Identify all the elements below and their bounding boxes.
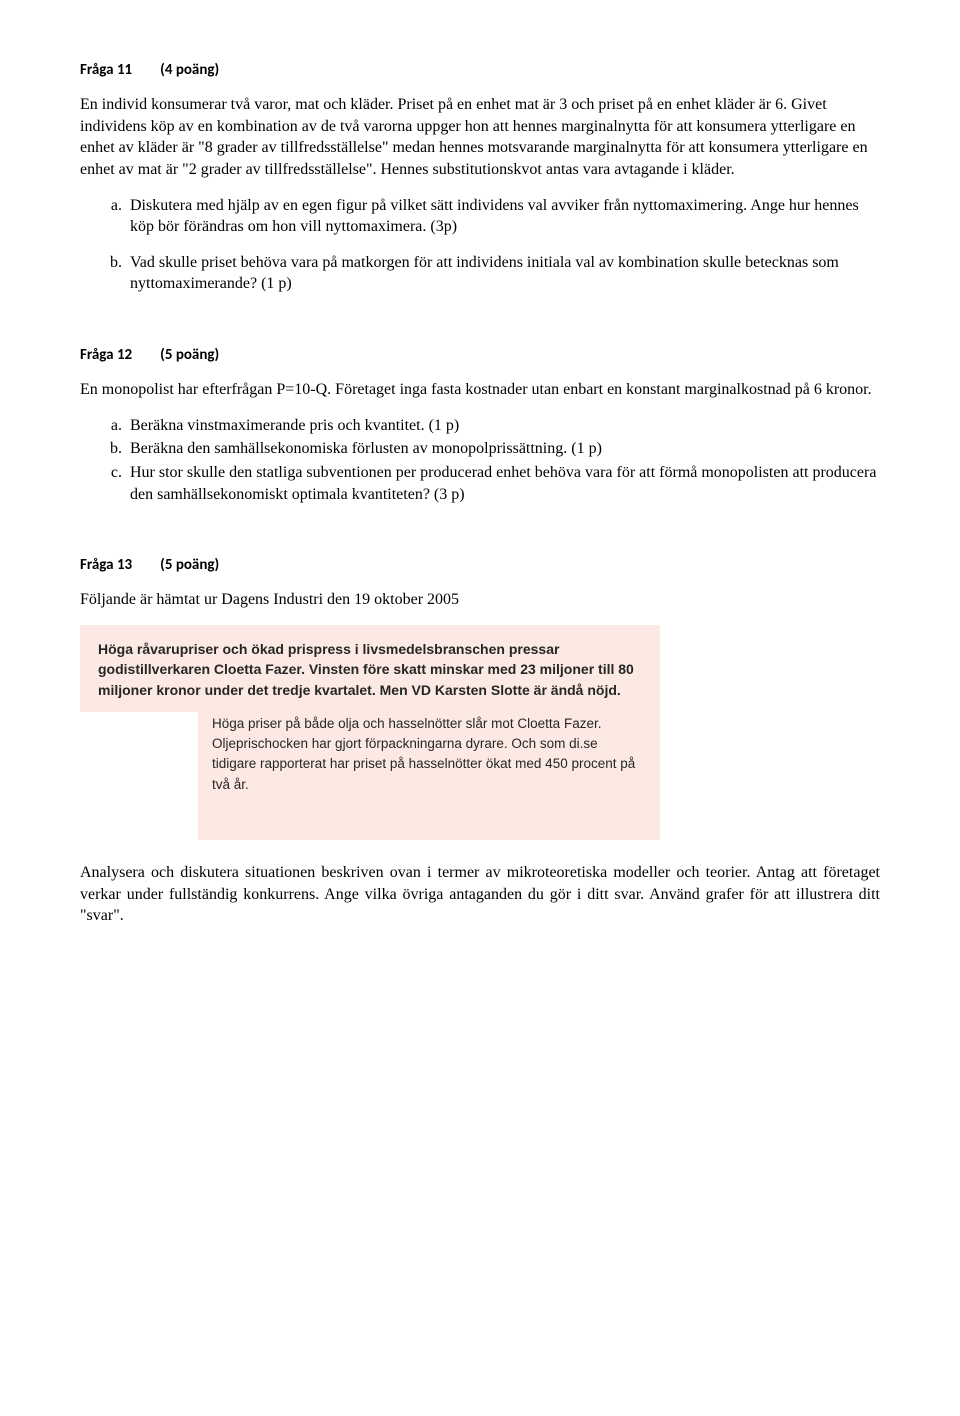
q12-list: Beräkna vinstmaximerande pris och kvanti…	[80, 415, 880, 505]
q11-list: Diskutera med hjälp av en egen figur på …	[80, 195, 880, 295]
q12-item-b: Beräkna den samhällsekonomiska förlusten…	[126, 438, 880, 460]
q11-item-b: Vad skulle priset behöva vara på matkorg…	[126, 252, 880, 295]
q11-points: (4 poäng)	[160, 60, 219, 80]
news-clip-headline: Höga råvarupriser och ökad prispress i l…	[98, 639, 642, 700]
q11-intro: En individ konsumerar två varor, mat och…	[80, 94, 880, 180]
q12-intro: En monopolist har efterfrågan P=10-Q. Fö…	[80, 379, 880, 401]
q12-item-a: Beräkna vinstmaximerande pris och kvanti…	[126, 415, 880, 437]
q12-heading: Fråga 12 (5 poäng)	[80, 345, 880, 365]
q11-heading: Fråga 11 (4 poäng)	[80, 60, 880, 80]
q12-label: Fråga 12	[80, 345, 132, 365]
q12-item-c: Hur stor skulle den statliga subventione…	[126, 462, 880, 505]
news-clip-image-placeholder	[78, 712, 198, 842]
q13-heading: Fråga 13 (5 poäng)	[80, 555, 880, 575]
q13-points: (5 poäng)	[160, 555, 219, 575]
q13-task: Analysera och diskutera situationen besk…	[80, 862, 880, 927]
news-clip: Höga råvarupriser och ökad prispress i l…	[80, 625, 660, 840]
q11-label: Fråga 11	[80, 60, 132, 80]
news-clip-body: Höga priser på både olja och hasselnötte…	[212, 714, 642, 822]
q13-intro: Följande är hämtat ur Dagens Industri de…	[80, 589, 880, 611]
q13-label: Fråga 13	[80, 555, 132, 575]
q12-points: (5 poäng)	[160, 345, 219, 365]
q11-item-a: Diskutera med hjälp av en egen figur på …	[126, 195, 880, 238]
